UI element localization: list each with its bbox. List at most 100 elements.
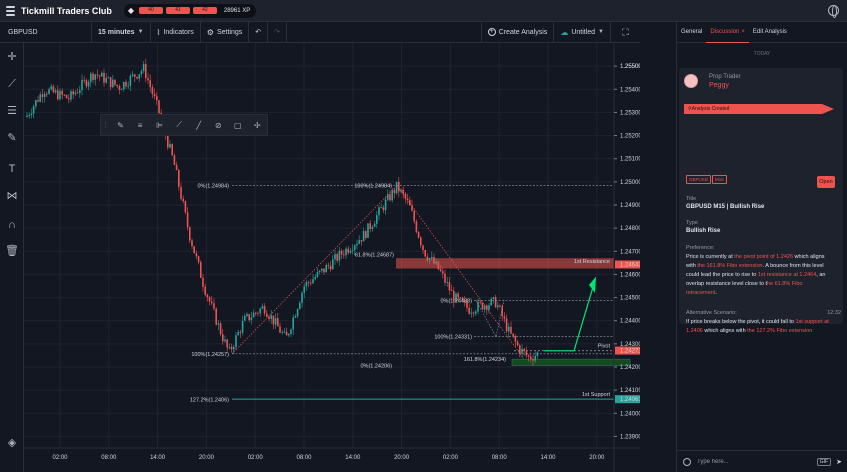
create-analysis-button[interactable]: + Create Analysis <box>480 21 554 43</box>
price-tick-label: 1.25400 <box>620 87 640 93</box>
candle <box>450 290 453 292</box>
tab-edit-analysis[interactable]: Edit Analysis <box>752 28 787 35</box>
drag-handle-icon[interactable]: ⋮ <box>102 122 110 129</box>
candle <box>299 302 301 310</box>
chart-toolbar: GBPUSD 15 minutes ▼ ⌇ Indicators ⚙ Settings… <box>0 21 640 43</box>
candle <box>486 305 488 310</box>
lines-icon[interactable]: ≡ <box>137 120 143 130</box>
candle <box>296 309 299 317</box>
layers-icon[interactable]: ◈ <box>7 437 17 449</box>
candle <box>28 115 30 116</box>
gif-button[interactable]: GIF <box>816 457 832 466</box>
send-icon[interactable]: ➤ <box>836 458 842 466</box>
crosshair-icon[interactable]: ✛ <box>7 51 17 63</box>
time-tick-label: 08:00 <box>492 455 508 461</box>
magnet-icon[interactable]: ∩ <box>8 219 16 231</box>
chevron-down-icon: ▼ <box>598 29 604 35</box>
rectangle-icon[interactable]: ▢ <box>233 120 242 130</box>
candle <box>494 297 497 308</box>
candle <box>193 246 195 254</box>
message-input[interactable] <box>696 458 817 465</box>
price-tick-label: 1.24300 <box>620 342 640 348</box>
brush-icon[interactable]: ✎ <box>7 132 17 144</box>
price-label-box <box>615 260 640 269</box>
candle <box>41 94 44 97</box>
settings-label: Settings <box>216 28 243 36</box>
globe-icon[interactable] <box>828 5 839 18</box>
menu-icon[interactable] <box>6 5 15 16</box>
drawing-floating-toolbar: ⋮ ✎ ≡ ⊫ ⟋ ╱ ⊘ ▢ ✢ <box>100 114 268 136</box>
link-icon[interactable]: ⊘ <box>214 120 222 130</box>
candle <box>453 290 455 302</box>
crosshair-icon[interactable]: ✢ <box>253 120 261 130</box>
trend-line-icon[interactable]: ⟋ <box>8 78 16 90</box>
fib-label: 61.8%(1.24687) <box>355 252 394 258</box>
analysis-created-ribbon: ⚲Analysis Created <box>684 104 834 114</box>
candle <box>307 282 310 283</box>
time-scale: 02:00 08:00 14:00 20:00 02:00 08:00 14:00 20:00… <box>24 447 640 461</box>
tab-general[interactable]: General <box>681 28 703 35</box>
user-name[interactable]: Peggy <box>709 82 729 89</box>
symbol-selector[interactable]: GBPUSD <box>0 21 92 43</box>
candle <box>105 78 107 83</box>
candle <box>182 198 184 202</box>
candle <box>475 311 477 314</box>
candle <box>343 254 345 256</box>
candle <box>483 305 486 310</box>
price-chart[interactable]: 1st Resistance Pivot 1st Support 0%(1.2498… <box>24 43 640 472</box>
undo-button[interactable]: ↶ <box>249 21 269 43</box>
fib-icon[interactable]: ⊫ <box>156 120 164 130</box>
title-value: GBPUSD M15 | Bullish Rise <box>686 204 765 210</box>
undo-icon: ↶ <box>255 29 262 36</box>
fullscreen-button[interactable]: ⛶ <box>610 21 640 43</box>
pattern-icon[interactable]: ⋈ <box>6 190 18 202</box>
open-button[interactable]: Open <box>817 176 835 188</box>
avatar[interactable] <box>684 74 698 88</box>
indicators-button[interactable]: ⌇ Indicators <box>151 21 201 43</box>
candle <box>178 170 180 187</box>
candle <box>186 212 189 228</box>
trash-icon[interactable]: 🗑 <box>5 245 19 257</box>
layout-selector[interactable]: ☁ Untitled ▼ <box>553 21 610 43</box>
close-icon[interactable]: × <box>741 28 745 35</box>
candle <box>136 76 138 79</box>
candle <box>464 300 466 302</box>
candle <box>43 93 46 97</box>
candle <box>52 86 55 93</box>
xp-badge[interactable]: ◆ 40 41 42 28961 XP <box>123 3 257 18</box>
text-icon[interactable]: T <box>8 163 16 175</box>
pencil-icon[interactable]: ✎ <box>117 120 124 130</box>
line-icon[interactable]: ╱ <box>196 120 202 130</box>
fib-label: 100%(1.24257) <box>191 352 229 358</box>
candle <box>455 293 457 302</box>
panel-tabs: General Discussion × Edit Analysis <box>677 22 847 43</box>
horizontal-lines-icon[interactable]: ☰ <box>7 105 17 117</box>
candles <box>26 58 539 366</box>
candle <box>167 135 169 148</box>
candle <box>72 91 74 95</box>
time-tick-label: 02:00 <box>52 455 68 461</box>
brush-icon[interactable]: ⟋ <box>176 120 182 129</box>
candle <box>481 302 484 310</box>
price-tick-label: 1.24800 <box>620 226 640 232</box>
candle <box>191 240 193 247</box>
chevron-down-icon: ▼ <box>137 29 144 35</box>
type-label: Type <box>686 220 698 226</box>
candle <box>127 85 129 87</box>
chart-canvas[interactable]: 1st Resistance Pivot 1st Support 0%(1.2498… <box>24 43 640 472</box>
xp-text: 28961 XP <box>223 7 251 14</box>
redo-button[interactable]: ↷ <box>268 21 288 43</box>
candle <box>413 210 415 222</box>
candle <box>347 248 349 253</box>
price-label-box <box>615 395 640 404</box>
alternative-label: Alternative Scenario: <box>686 310 737 316</box>
tab-discussion[interactable]: Discussion × <box>706 22 749 43</box>
candle <box>362 231 365 242</box>
candle <box>349 250 352 253</box>
emoji-icon[interactable] <box>683 457 691 466</box>
settings-button[interactable]: ⚙ Settings <box>201 21 250 43</box>
timeframe-selector[interactable]: 15 minutes ▼ <box>92 21 151 43</box>
candle <box>246 314 248 316</box>
candle <box>354 245 356 251</box>
price-tick-label: 1.25000 <box>620 180 640 186</box>
